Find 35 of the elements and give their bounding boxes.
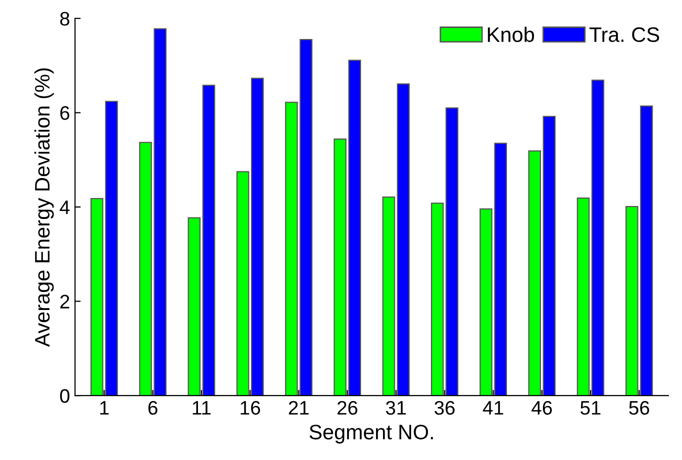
x-tick-label: 31	[386, 400, 406, 415]
x-tick-label: 1	[100, 401, 109, 415]
y-tick-label: 2	[60, 294, 70, 308]
x-axis-title: Segment NO.	[310, 424, 433, 444]
bar	[202, 84, 216, 396]
bar	[542, 116, 556, 396]
x-tick-label: 11	[192, 401, 211, 415]
x-tick-label: 46	[532, 400, 552, 415]
bar	[528, 150, 542, 396]
legend-label: Knob	[488, 26, 534, 42]
y-tick-label: 8	[60, 12, 70, 26]
x-tick-label: 41	[482, 401, 504, 415]
y-axis-title: Average Energy Deviation (%)	[34, 68, 54, 347]
bar	[236, 171, 250, 396]
y-tick-label: 6	[60, 106, 70, 120]
x-tick-label: 21	[288, 400, 309, 415]
legend-label: Tra. CS	[590, 27, 660, 42]
x-tick-label: 16	[240, 400, 260, 415]
x-tick-label: 56	[629, 400, 650, 415]
bar	[334, 138, 346, 396]
bar	[591, 80, 604, 396]
x-tick-label: 51	[580, 401, 600, 415]
bar	[446, 107, 458, 396]
bar	[576, 197, 590, 396]
x-tick-label: 36	[434, 400, 455, 415]
bar	[382, 196, 396, 396]
y-tick-label: 0	[60, 389, 70, 403]
bar	[430, 202, 444, 396]
bar	[396, 83, 410, 396]
y-tick-label: 4	[60, 200, 70, 214]
x-tick-label: 6	[148, 400, 158, 415]
x-tick-label: 26	[338, 400, 358, 415]
bar	[348, 60, 362, 396]
bar	[188, 217, 201, 396]
bar	[251, 78, 264, 396]
